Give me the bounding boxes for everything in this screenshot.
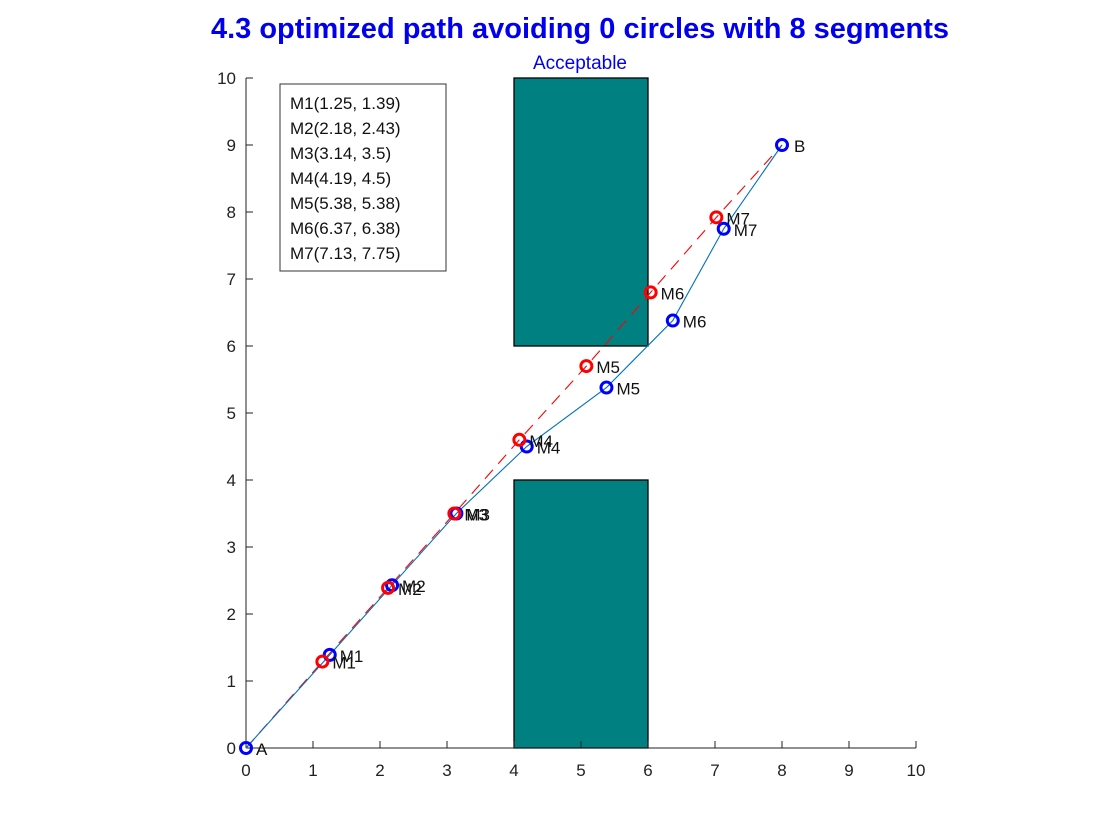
x-tick-label: 3 (442, 761, 451, 780)
x-tick-label: 4 (509, 761, 518, 780)
initial-point-marker-3 (447, 506, 462, 521)
start-point-label: A (256, 740, 268, 759)
x-tick-label: 2 (375, 761, 384, 780)
y-tick-label: 4 (227, 471, 236, 490)
x-tick-label: 6 (643, 761, 652, 780)
optimized-point-marker-6 (665, 313, 680, 328)
legend-entry: M4(4.19, 4.5) (290, 169, 391, 188)
initial-point-marker-5 (579, 359, 594, 374)
legend: M1(1.25, 1.39) M2(2.18, 2.43) M3(3.14, 3.5… (279, 83, 447, 272)
end-point-label: B (794, 137, 805, 156)
y-tick-label: 1 (227, 672, 236, 691)
y-tick-label: 10 (217, 69, 236, 88)
x-tick-label: 9 (844, 761, 853, 780)
initial-point-label: M3 (464, 506, 488, 525)
optimized-point-marker-7 (716, 221, 731, 236)
initial-point-label: M7 (726, 209, 750, 228)
initial-point-marker-7 (709, 210, 724, 225)
plot-area: 0 1 2 3 4 5 6 7 8 9 10 0 1 2 3 4 5 6 7 8 9 10 A B M1 M2 M3 M4 M5 M6 M… (217, 69, 925, 780)
chart-subtitle: Acceptable (533, 53, 627, 74)
x-tick-label: 8 (777, 761, 786, 780)
obstacle-rect-1 (513, 479, 649, 749)
optimized-point-label: M7 (734, 221, 758, 240)
optimized-point-label: M5 (616, 380, 640, 399)
y-tick-label: 9 (227, 136, 236, 155)
optimized-point-label: M4 (537, 439, 561, 458)
markers (239, 138, 789, 755)
y-tick-label: 7 (227, 270, 236, 289)
y-tick-label: 6 (227, 337, 236, 356)
legend-entry: M2(2.18, 2.43) (290, 119, 401, 138)
initial-point-marker-1 (315, 654, 330, 669)
initial-path-line (245, 144, 783, 749)
axes: 0 1 2 3 4 5 6 7 8 9 10 0 1 2 3 4 5 6 7 8 9 10 (217, 69, 925, 780)
x-tick-label: 5 (576, 761, 585, 780)
optimized-point-label: M3 (466, 506, 490, 525)
initial-point-label: M2 (398, 580, 422, 599)
initial-point-label: M1 (332, 654, 356, 673)
end-point-marker (775, 138, 789, 152)
paths (245, 144, 783, 749)
optimized-point-label: M1 (340, 647, 364, 666)
obstacles (513, 77, 649, 749)
y-tick-label: 5 (227, 404, 236, 423)
legend-entry: M6(6.37, 6.38) (290, 219, 401, 238)
legend-box (279, 83, 447, 272)
legend-entry: M1(1.25, 1.39) (290, 94, 401, 113)
obstacle-rect-2 (513, 77, 649, 347)
optimized-point-marker-5 (599, 380, 614, 395)
start-point-marker (239, 741, 253, 755)
x-tick-label: 1 (308, 761, 317, 780)
y-tick-label: 8 (227, 203, 236, 222)
legend-entry: M5(5.38, 5.38) (290, 194, 401, 213)
initial-point-marker-4 (512, 432, 527, 447)
optimized-point-label: M2 (402, 577, 426, 596)
initial-point-marker-6 (643, 285, 658, 300)
y-tick-label: 3 (227, 538, 236, 557)
initial-point-label: M6 (661, 284, 685, 303)
initial-point-marker-2 (381, 580, 396, 595)
optimized-path-line (245, 144, 783, 749)
y-tick-label: 2 (227, 605, 236, 624)
x-tick-label: 0 (241, 761, 250, 780)
legend-entry: M3(3.14, 3.5) (290, 144, 391, 163)
y-tick-label: 0 (227, 739, 236, 758)
x-tick-label: 10 (907, 761, 926, 780)
x-tick-label: 7 (710, 761, 719, 780)
chart-title: 4.3 optimized path avoiding 0 circles wi… (211, 13, 949, 45)
optimized-point-label: M6 (683, 313, 707, 332)
initial-point-label: M5 (596, 358, 620, 377)
initial-point-label: M4 (529, 432, 553, 451)
legend-entry: M7(7.13, 7.75) (290, 244, 401, 263)
